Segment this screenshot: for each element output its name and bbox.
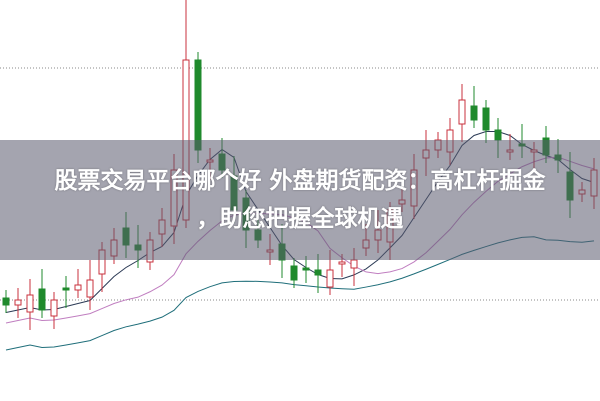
headline-overlay [0,140,600,260]
candle-body [482,107,490,131]
candle-body [14,299,22,306]
candle-body [470,105,478,121]
candle-body [494,129,502,141]
candle-body [62,287,70,291]
candle-body [302,267,310,271]
candle-body [74,284,82,291]
headline-line-1: 股票交易平台哪个好 外盘期货配资：高杠杆掘金 [54,168,546,194]
candle-body [350,259,358,269]
candle-body [86,279,94,298]
headline: 股票交易平台哪个好 外盘期货配资：高杠杆掘金 ，助您把握全球机遇 [0,140,600,260]
candle-body [338,261,346,265]
candle-body [194,59,202,151]
candle-body [458,99,466,125]
candle-body [26,294,34,313]
candle-body [38,288,46,311]
candle-body [290,265,298,281]
candle-body [314,269,322,276]
candle-body [50,299,58,317]
candle-body [326,269,334,288]
headline-line-2: ，助您把握全球机遇 [196,206,404,232]
candle-body [2,297,10,306]
